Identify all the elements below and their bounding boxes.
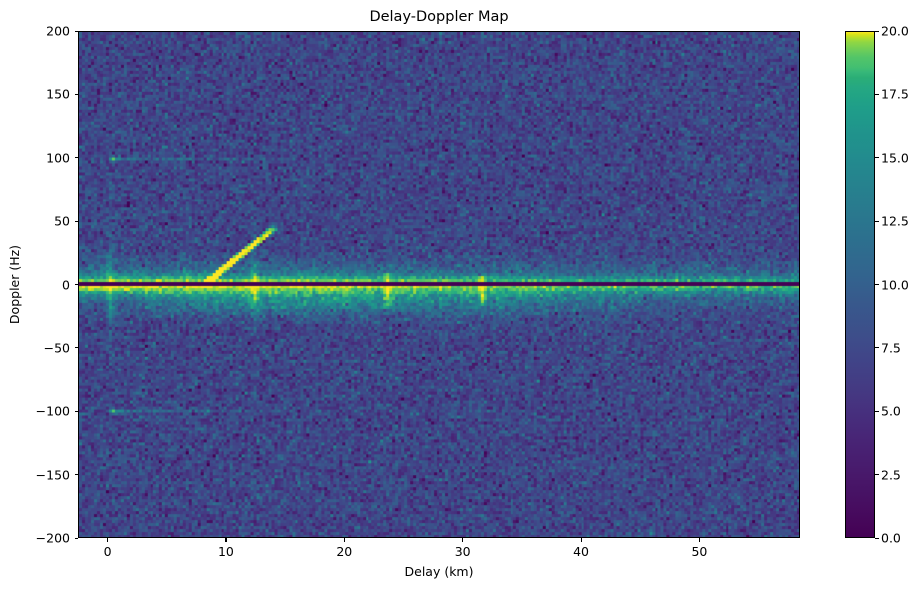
y-tick-mark [74, 474, 78, 476]
y-axis-label: Doppler (Hz) [6, 31, 24, 538]
colorbar-tick-label: 17.5 [881, 86, 909, 102]
x-tick-mark [580, 538, 582, 542]
y-tick-mark [74, 410, 78, 412]
delay-doppler-heatmap-axes[interactable] [78, 31, 800, 538]
y-tick-mark [74, 220, 78, 222]
y-tick-label: 100 [46, 150, 70, 166]
y-tick-label: 50 [54, 213, 70, 229]
y-tick-mark [74, 284, 78, 286]
y-axis-label-text: Doppler (Hz) [7, 244, 23, 325]
y-tick-mark [74, 347, 78, 349]
y-tick-mark [74, 30, 78, 32]
x-axis-label: Delay (km) [404, 564, 474, 579]
heatmap-image [79, 32, 799, 537]
colorbar-tick-label: 5.0 [881, 403, 901, 419]
colorbar-tick-mark [875, 284, 879, 286]
page-title: Delay-Doppler Map [369, 9, 509, 25]
x-tick-mark [343, 538, 345, 542]
colorbar-tick-label: 15.0 [881, 150, 909, 166]
colorbar-tick-mark [875, 30, 879, 32]
y-tick-label: −150 [35, 467, 70, 483]
x-tick-mark [698, 538, 700, 542]
colorbar-tick-mark [875, 347, 879, 349]
x-tick-mark [225, 538, 227, 542]
y-tick-label: −100 [35, 403, 70, 419]
colorbar-tick-label: 2.5 [881, 467, 901, 483]
x-tick-label: 0 [103, 544, 112, 559]
colorbar-tick-mark [875, 93, 879, 95]
y-tick-label: 0 [62, 277, 70, 292]
x-tick-mark [107, 538, 109, 542]
y-tick-label: −50 [43, 340, 70, 356]
x-tick-label: 50 [691, 544, 708, 559]
y-tick-mark [74, 93, 78, 95]
colorbar-tick-mark [875, 220, 879, 222]
colorbar-tick-label: 7.5 [881, 340, 901, 356]
colorbar-tick-label: 0.0 [881, 530, 901, 546]
colorbar-tick-mark [875, 537, 879, 539]
y-tick-mark [74, 157, 78, 159]
colorbar[interactable] [845, 31, 875, 538]
colorbar-tick-label: 10.0 [881, 277, 909, 292]
x-tick-mark [462, 538, 464, 542]
y-tick-label: 200 [46, 23, 70, 39]
colorbar-tick-label: 20.0 [881, 23, 909, 39]
x-tick-label: 20 [336, 544, 353, 559]
colorbar-tick-mark [875, 410, 879, 412]
colorbar-tick-mark [875, 474, 879, 476]
y-tick-label: −200 [35, 530, 70, 546]
colorbar-tick-label: 12.5 [881, 213, 909, 229]
y-tick-mark [74, 537, 78, 539]
x-tick-label: 10 [217, 544, 234, 559]
colorbar-tick-mark [875, 157, 879, 159]
y-tick-label: 150 [46, 86, 70, 102]
x-tick-label: 30 [454, 544, 471, 559]
x-tick-label: 40 [573, 544, 589, 559]
